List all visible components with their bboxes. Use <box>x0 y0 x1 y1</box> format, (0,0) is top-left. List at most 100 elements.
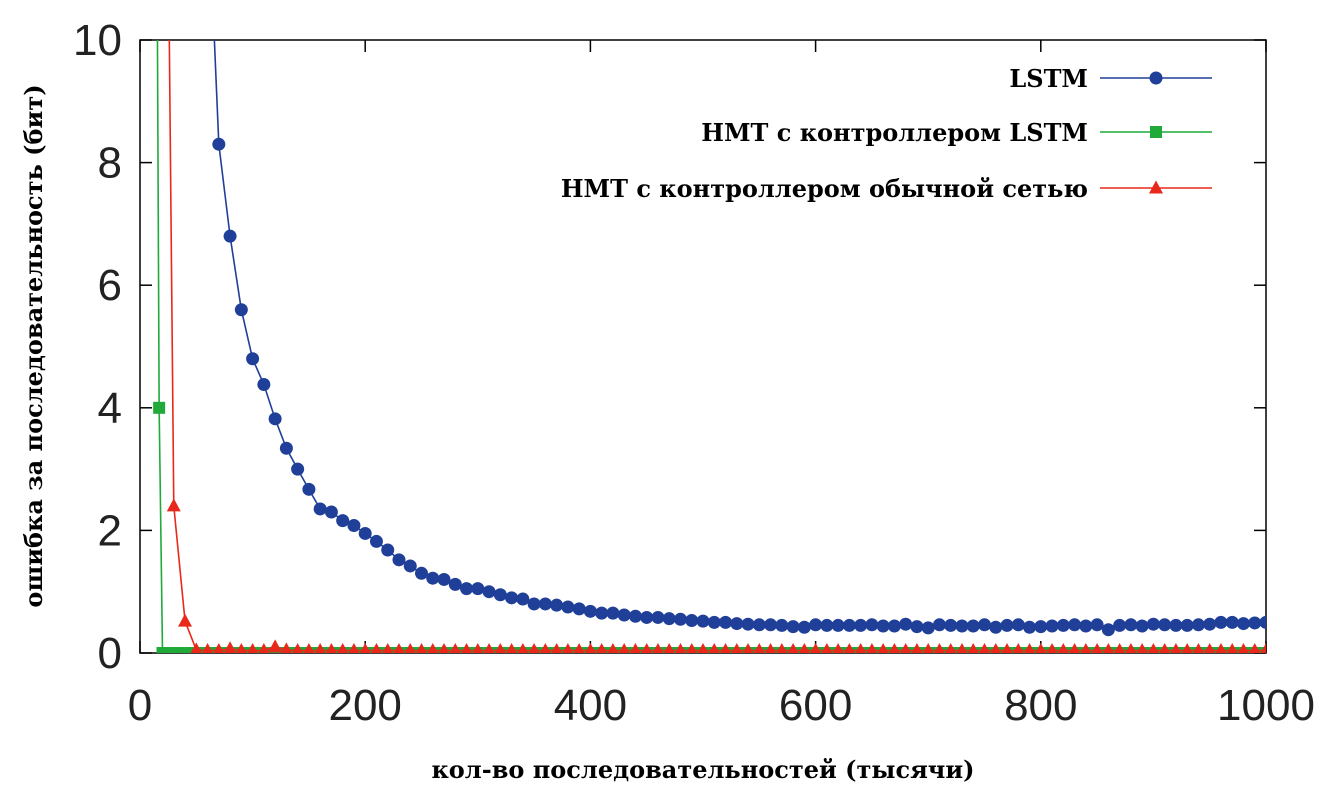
data-point <box>606 606 620 620</box>
data-point <box>382 643 394 653</box>
data-point <box>427 643 439 653</box>
data-point <box>573 643 585 653</box>
data-point <box>1056 618 1070 632</box>
data-point <box>786 620 800 634</box>
legend-label: НМТ с контроллером LSTM <box>701 118 1088 147</box>
data-point <box>1214 615 1228 629</box>
data-point <box>517 643 529 653</box>
y-tick-label: 6 <box>98 261 122 310</box>
data-point <box>630 643 641 653</box>
data-point <box>821 643 833 653</box>
data-point <box>1191 618 1205 632</box>
data-point <box>651 610 665 624</box>
data-point <box>809 618 823 632</box>
data-point <box>1170 643 1182 653</box>
data-point <box>967 643 979 653</box>
tick-labels: 0 200 400 600 800 1000 0 2 4 6 8 10 <box>73 16 1315 730</box>
data-point <box>1034 620 1048 634</box>
data-point <box>381 543 395 557</box>
data-point <box>877 643 889 653</box>
data-point <box>313 502 327 516</box>
legend-entry: НМТ с контроллером обычной сетью <box>561 174 1212 203</box>
data-point <box>595 606 609 620</box>
series-layer <box>153 40 1266 653</box>
data-point <box>426 571 440 585</box>
data-point <box>337 643 349 653</box>
data-point <box>1103 643 1114 653</box>
data-point <box>506 643 517 653</box>
data-point <box>202 643 213 653</box>
data-point <box>336 514 350 528</box>
data-point <box>291 462 305 476</box>
data-point <box>730 617 744 631</box>
data-point <box>697 643 709 653</box>
data-point <box>900 643 912 653</box>
data-point <box>741 617 755 631</box>
data-point <box>212 137 226 151</box>
data-point <box>279 441 293 455</box>
data-point <box>404 643 416 653</box>
data-point <box>673 612 687 626</box>
data-point <box>257 378 271 392</box>
x-tick-label: 600 <box>779 681 852 730</box>
legend-marker <box>1150 126 1162 138</box>
data-point <box>685 614 699 628</box>
data-point <box>572 602 586 616</box>
data-point <box>359 643 371 653</box>
data-point <box>752 618 766 632</box>
data-point <box>179 647 192 653</box>
data-point <box>742 643 754 653</box>
data-point <box>720 643 731 653</box>
data-point <box>156 647 169 653</box>
data-point <box>911 643 923 653</box>
data-point <box>842 618 856 632</box>
data-point <box>775 618 789 632</box>
data-point <box>550 598 564 612</box>
series-line <box>168 40 1266 652</box>
data-point <box>776 643 788 653</box>
x-tick-label: 0 <box>128 681 152 730</box>
data-point <box>472 643 484 653</box>
data-point <box>302 482 316 496</box>
data-point <box>303 643 315 653</box>
data-point <box>585 643 596 653</box>
data-point <box>551 643 562 653</box>
data-point <box>1159 643 1171 653</box>
data-point <box>449 643 461 653</box>
data-point <box>866 643 878 653</box>
data-point <box>945 643 957 653</box>
data-point <box>461 643 472 653</box>
data-point <box>764 618 778 632</box>
data-point <box>596 643 608 653</box>
data-point <box>358 526 372 540</box>
data-point <box>1180 618 1194 632</box>
data-point <box>1046 643 1058 653</box>
data-point <box>393 643 405 653</box>
data-point <box>178 613 193 627</box>
data-point <box>934 643 945 653</box>
x-tick-label: 200 <box>328 681 401 730</box>
data-point <box>922 643 934 653</box>
data-point <box>369 534 383 548</box>
data-point <box>1079 619 1093 633</box>
data-point <box>505 591 519 605</box>
data-point <box>1057 643 1069 653</box>
data-point <box>1215 643 1227 653</box>
data-point <box>820 618 834 632</box>
data-point <box>540 643 551 653</box>
x-tick-label: 400 <box>554 681 627 730</box>
data-point <box>910 620 924 634</box>
data-point <box>460 582 474 596</box>
data-point <box>1011 618 1025 632</box>
data-point <box>617 608 631 622</box>
data-point <box>527 597 541 611</box>
data-point <box>258 643 270 653</box>
data-point <box>652 643 664 653</box>
series-square <box>153 40 1266 653</box>
data-point <box>1024 643 1035 653</box>
data-point <box>932 618 946 632</box>
axis-ticks <box>139 39 1267 654</box>
data-point <box>1012 643 1024 653</box>
x-axis-label: кол-во последовательностей (тысячи) <box>431 755 974 784</box>
data-point <box>1136 643 1148 653</box>
